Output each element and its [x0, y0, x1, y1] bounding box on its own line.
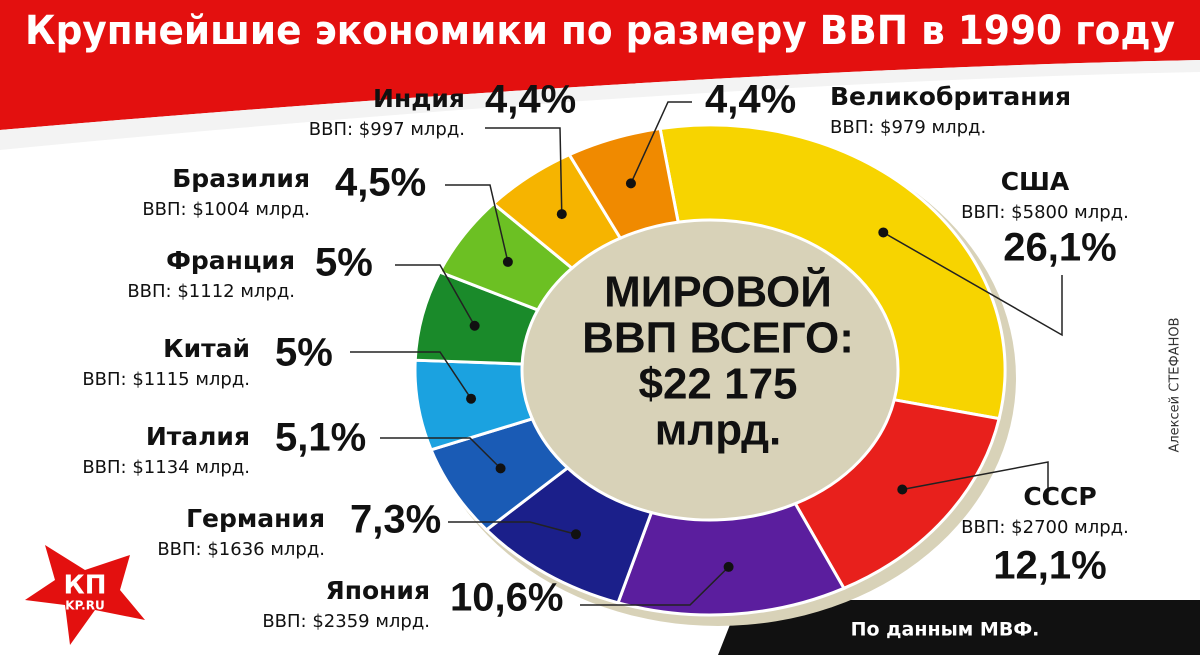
gdp-label: ВВП: $1112 млрд.: [127, 281, 295, 302]
country-name: Германия: [186, 504, 325, 533]
banner: [0, 0, 1200, 130]
leader-line: [485, 127, 563, 215]
country-name: Япония: [325, 576, 430, 605]
logo-text: KP.RU: [65, 599, 104, 613]
leader-line: [445, 184, 509, 263]
leader-dot: [897, 484, 908, 495]
logo-shape: [25, 545, 145, 645]
value-label: 4,5%: [335, 161, 426, 205]
leader-dot: [625, 178, 636, 189]
center-text: $22 175: [638, 360, 797, 409]
gdp-label: ВВП: $1115 млрд.: [82, 369, 250, 390]
leader-dot: [495, 463, 506, 474]
gdp-label: ВВП: $5800 млрд.: [961, 202, 1129, 223]
leader-dot: [466, 393, 477, 404]
leader-line: [448, 521, 577, 536]
leader-dot: [556, 209, 567, 220]
banner-stripe: [0, 60, 1200, 150]
gdp-label: ВВП: $2359 млрд.: [262, 611, 430, 632]
leader-dot: [469, 320, 480, 331]
leader-line: [902, 461, 1049, 500]
source: По данным МВФ.: [851, 619, 1040, 641]
center-text: млрд.: [655, 406, 781, 455]
logo-text: КП: [63, 571, 106, 601]
country-name: Индия: [373, 84, 465, 113]
gdp-label: ВВП: $2700 млрд.: [961, 517, 1129, 538]
leader-line: [882, 231, 1063, 337]
leader-dot: [878, 227, 889, 238]
value-label: 10,6%: [450, 576, 563, 620]
gdp-label: ВВП: $1134 млрд.: [82, 457, 250, 478]
leader-line: [395, 264, 476, 327]
segment: [658, 123, 1007, 421]
value-label: 4,4%: [705, 78, 796, 122]
leader-line: [380, 437, 502, 469]
country-name: Италия: [146, 422, 250, 451]
segment: [567, 126, 680, 241]
country-name: США: [1001, 167, 1070, 196]
value-label: 4,4%: [485, 78, 576, 122]
leader-dot: [570, 529, 581, 540]
value-label: 5%: [275, 331, 333, 375]
value-label: 5%: [315, 241, 373, 285]
labels: США ВВП: $5800 млрд. 26,1% СССР ВВП: $2700 м…: [82, 78, 1129, 632]
country-name: Великобритания: [830, 82, 1071, 111]
gdp-label: ВВП: $979 млрд.: [830, 117, 986, 138]
value-label: 5,1%: [275, 416, 366, 460]
value-label: 7,3%: [350, 498, 441, 542]
country-name: Китай: [163, 334, 250, 363]
leader-line: [630, 101, 692, 184]
value-label: 26,1%: [1003, 226, 1116, 270]
leader-line: [580, 566, 730, 606]
leader-dot: [723, 561, 734, 572]
gdp-label: ВВП: $1004 млрд.: [142, 199, 310, 220]
leader-line: [350, 351, 472, 400]
center-text: ВВП ВСЕГО:: [582, 314, 854, 363]
leader-dot: [502, 256, 513, 267]
author: Алексей СТЕФАНОВ: [1168, 317, 1183, 452]
gdp-label: ВВП: $997 млрд.: [309, 119, 465, 140]
country-name: Бразилия: [172, 164, 310, 193]
gdp-label: ВВП: $1636 млрд.: [157, 539, 325, 560]
country-name: Франция: [166, 246, 295, 275]
country-name: СССР: [1023, 482, 1096, 511]
source-tab: [718, 600, 1200, 655]
value-label: 12,1%: [993, 544, 1106, 588]
chart-title: Крупнейшие экономики по размеру ВВП в 19…: [25, 8, 1175, 54]
ring: [413, 123, 1007, 617]
center-text: МИРОВОЙ: [604, 266, 832, 317]
